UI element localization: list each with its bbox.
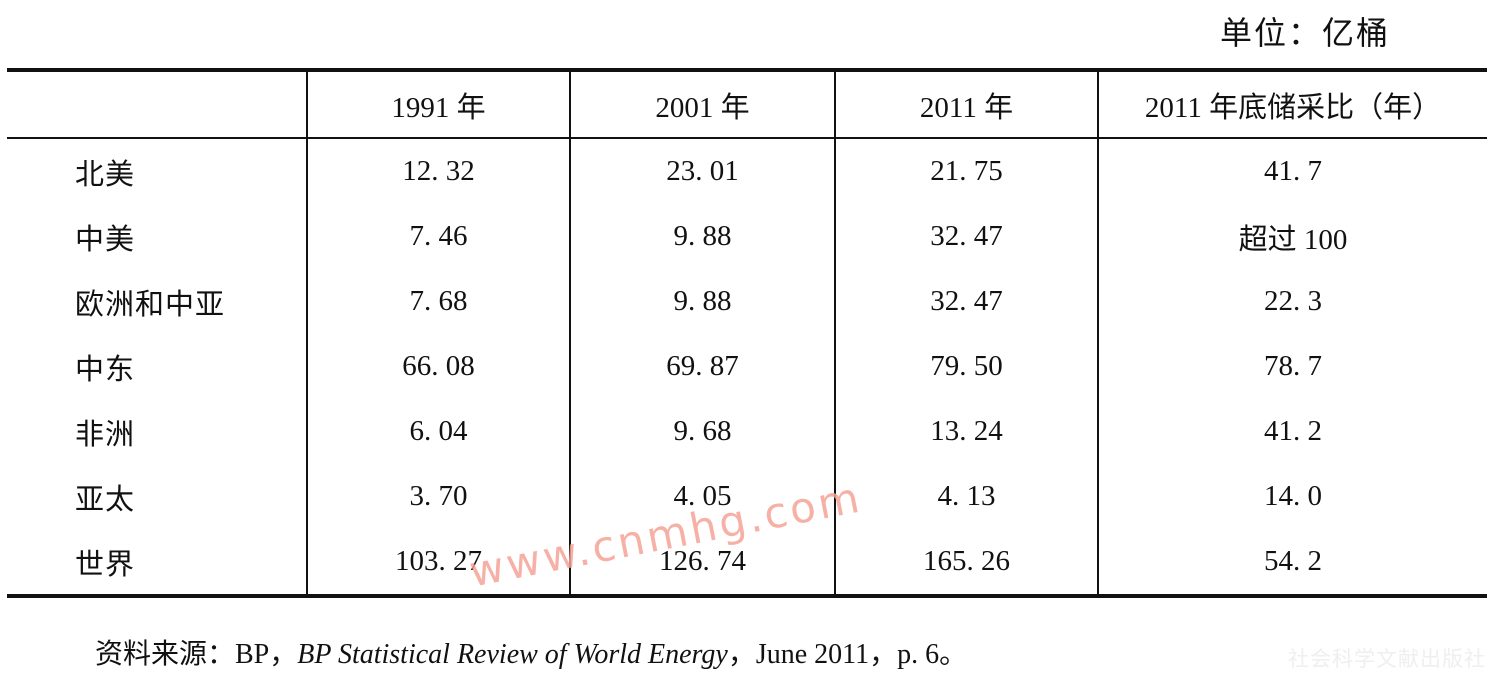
table-row: 中美 7. 46 9. 88 32. 47 超过 100 [7,204,1487,269]
column-header-2011: 2011 年 [834,70,1098,138]
unit-label: 单位：亿桶 [1219,15,1390,51]
value-cell: 165. 26 [834,529,1098,596]
value-cell: 超过 100 [1097,204,1487,269]
table-row: 北美 12. 32 23. 01 21. 75 41. 7 [7,138,1487,204]
region-cell: 欧洲和中亚 [75,288,226,321]
value-cell: 9. 88 [569,269,835,334]
table-row: 亚太 3. 70 4. 05 4. 13 14. 0 [7,464,1487,529]
table-row: 非洲 6. 04 9. 68 13. 24 41. 2 [7,399,1487,464]
region-cell: 亚太 [75,483,136,516]
value-cell: 32. 47 [834,204,1098,269]
source-note-suffix: ，June 2011，p. 6。 [727,639,968,670]
column-header-2001: 2001 年 [569,70,835,138]
value-cell: 9. 88 [569,204,835,269]
value-cell: 41. 2 [1097,399,1487,464]
value-cell: 69. 87 [569,334,835,399]
value-cell: 32. 47 [834,269,1098,334]
region-cell: 非洲 [75,418,136,451]
table-header-row: 1991 年 2001 年 2011 年 2011 年底储采比（年） [7,70,1487,138]
source-note: 资料来源：BP，BP Statistical Review of World E… [95,632,967,672]
value-cell: 21. 75 [834,138,1098,204]
table-row: 中东 66. 08 69. 87 79. 50 78. 7 [7,334,1487,399]
publisher-watermark: 社会科学文献出版社 [1288,647,1486,671]
region-cell: 世界 [75,548,136,581]
value-cell: 23. 01 [569,138,835,204]
value-cell: 3. 70 [306,464,570,529]
value-cell: 7. 68 [306,269,570,334]
value-cell: 78. 7 [1097,334,1487,399]
region-cell: 北美 [75,158,136,191]
value-cell: 4. 13 [834,464,1098,529]
value-cell: 7. 46 [306,204,570,269]
value-cell: 41. 7 [1097,138,1487,204]
table-row: 欧洲和中亚 7. 68 9. 88 32. 47 22. 3 [7,269,1487,334]
value-cell: 13. 24 [834,399,1098,464]
value-cell: 22. 3 [1097,269,1487,334]
value-cell: 126. 74 [569,529,835,596]
column-header-1991: 1991 年 [306,70,570,138]
table-row: 世界 103. 27 126. 74 165. 26 54. 2 [7,529,1487,596]
value-cell: 4. 05 [569,464,835,529]
column-header-rp-ratio: 2011 年底储采比（年） [1097,70,1487,138]
source-note-title-italic: BP Statistical Review of World Energy [297,639,728,670]
value-cell: 9. 68 [569,399,835,464]
value-cell: 54. 2 [1097,529,1487,596]
value-cell: 79. 50 [834,334,1098,399]
column-header-region [7,70,307,138]
value-cell: 12. 32 [306,138,570,204]
source-note-prefix: 资料来源：BP， [95,639,298,670]
oil-reserves-table: 1991 年 2001 年 2011 年 2011 年底储采比（年） 北美 12… [7,68,1487,598]
value-cell: 6. 04 [306,399,570,464]
value-cell: 103. 27 [306,529,570,596]
region-cell: 中东 [75,353,136,386]
region-cell: 中美 [75,223,136,256]
value-cell: 66. 08 [306,334,570,399]
value-cell: 14. 0 [1097,464,1487,529]
